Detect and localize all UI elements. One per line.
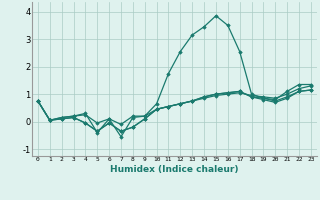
X-axis label: Humidex (Indice chaleur): Humidex (Indice chaleur) — [110, 165, 239, 174]
